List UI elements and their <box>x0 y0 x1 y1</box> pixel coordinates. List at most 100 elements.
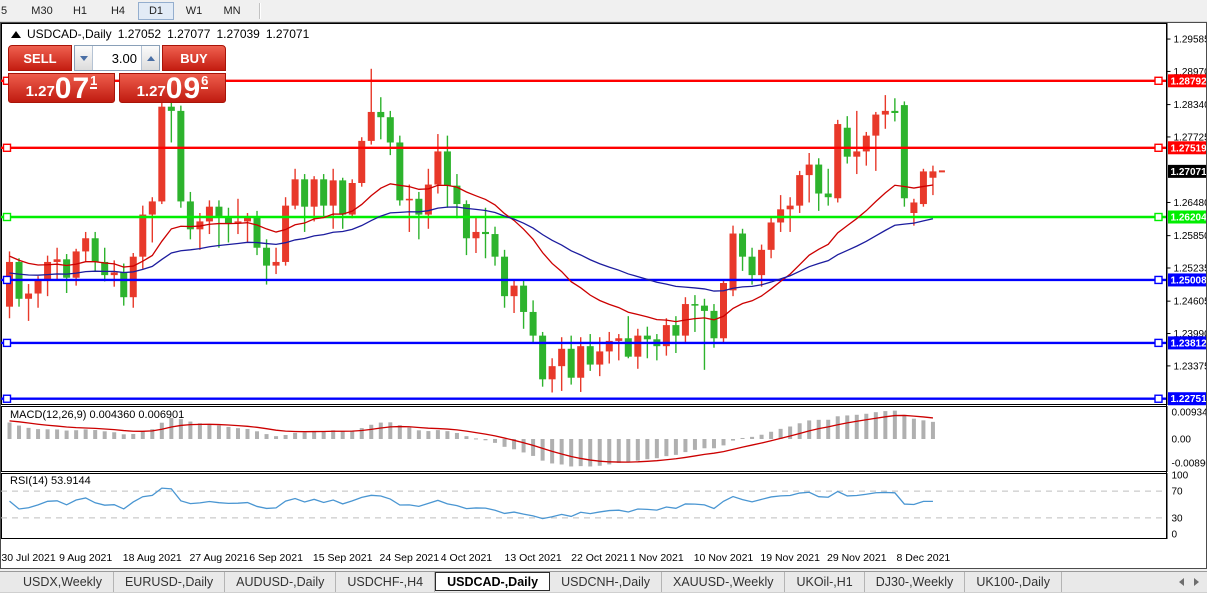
tab-uk100-daily[interactable]: UK100-,Daily <box>965 572 1062 592</box>
rsi-axis-label: 100 <box>1172 471 1189 482</box>
candle-body <box>367 111 375 141</box>
macd-histogram-bar <box>645 439 650 460</box>
timeframe-button-H4[interactable]: H4 <box>110 4 126 17</box>
sell-button[interactable]: SELL <box>8 45 72 71</box>
tab-audusd-daily[interactable]: AUDUSD-,Daily <box>225 572 337 592</box>
date-label: 15 Sep 2021 <box>313 552 373 564</box>
rsi-indicator-label: RSI(14) 53.9144 <box>10 475 91 487</box>
candle-body <box>386 117 394 143</box>
volume-decrease-button[interactable] <box>75 46 93 70</box>
timeframe-button-MN[interactable]: MN <box>223 4 241 17</box>
candle-body <box>453 185 461 205</box>
tab-scroll-left-icon[interactable] <box>1179 578 1184 586</box>
macd-histogram-bar <box>854 414 859 439</box>
price-tick-label: 1.28970 <box>1174 67 1207 78</box>
timeframe-button-M30[interactable]: M30 <box>31 4 53 17</box>
candle-body <box>605 340 613 352</box>
price-badge <box>1168 210 1206 224</box>
macd-histogram-bar <box>635 439 640 461</box>
candle-body <box>234 221 242 224</box>
macd-histogram-bar <box>654 439 659 459</box>
macd-histogram-bar <box>159 422 164 439</box>
timeframe-button-H1[interactable]: H1 <box>72 4 88 17</box>
ohlc-low: 1.27039 <box>216 27 260 41</box>
rsi-axis-label: 0 <box>1172 530 1178 541</box>
date-label: 27 Aug 2021 <box>189 552 248 564</box>
candle-body <box>624 338 632 357</box>
macd-histogram-bar <box>312 431 317 439</box>
macd-histogram-bar <box>178 419 183 439</box>
price-tick-label: 1.25235 <box>1174 264 1207 275</box>
tab-eurusd-daily[interactable]: EURUSD-,Daily <box>114 572 226 592</box>
tab-dj30-weekly[interactable]: DJ30-,Weekly <box>865 572 966 592</box>
candle-body <box>577 346 585 378</box>
tab-usdx-weekly[interactable]: USDX,Weekly <box>12 572 114 592</box>
timeframe-button-W1[interactable]: W1 <box>185 4 203 17</box>
symbol-tab-bar: USDX,Weekly EURUSD-,Daily AUDUSD-,Daily USD… <box>0 571 1207 592</box>
candle-body <box>224 217 232 224</box>
tab-usdcad-daily[interactable]: USDCAD-,Daily <box>435 572 551 591</box>
level-line-handle[interactable] <box>2 394 12 403</box>
macd-histogram-bar <box>911 418 916 439</box>
price-tick-label: 1.27725 <box>1174 132 1207 143</box>
macd-histogram-bar <box>283 435 288 439</box>
tab-usdchf-h4[interactable]: USDCHF-,H4 <box>336 572 436 592</box>
moving-averages-layer <box>9 183 934 323</box>
chart-canvas[interactable]: 1.29585 1.28970 1.28340 1.27725 1.26480 1.258… <box>1 23 1206 568</box>
level-line-handle[interactable] <box>2 212 12 222</box>
level-line-handle[interactable] <box>1154 275 1163 285</box>
candle-body <box>25 293 33 299</box>
candle-body <box>310 179 318 207</box>
level-line-handle[interactable] <box>1154 394 1163 403</box>
level-line-handle[interactable] <box>2 338 12 348</box>
macd-axis-label: -0.008902 <box>1172 459 1207 470</box>
candle-body <box>548 366 556 380</box>
macd-histogram-bar <box>702 439 707 449</box>
collapse-panel-icon[interactable] <box>11 30 21 38</box>
date-label: 4 Oct 2021 <box>441 552 493 564</box>
candle-body <box>320 179 328 206</box>
macd-histogram-bar <box>359 428 364 439</box>
level-line-handle[interactable] <box>1154 76 1163 85</box>
candle-body <box>567 348 575 378</box>
level-line-handle[interactable] <box>1154 212 1163 222</box>
level-line-handle[interactable] <box>1154 143 1163 152</box>
level-line-handle[interactable] <box>1154 338 1163 348</box>
tab-ukoil-h1[interactable]: UKOil-,H1 <box>785 572 865 592</box>
date-label: 6 Sep 2021 <box>249 552 303 564</box>
timeframe-button-5[interactable]: 5 <box>0 4 8 17</box>
ma-fast-line <box>9 183 934 323</box>
tab-scroll-right-icon[interactable] <box>1194 578 1199 586</box>
sell-price-pips: 07 <box>54 71 91 105</box>
tab-xauusd-weekly[interactable]: XAUUSD-,Weekly <box>662 572 786 592</box>
macd-histogram-bar <box>721 439 726 446</box>
macd-histogram-bar <box>378 422 383 439</box>
timeframe-button-D1[interactable]: D1 <box>138 1 174 20</box>
candle-body <box>53 259 61 262</box>
buy-price-tile[interactable]: 1.27 09 6 <box>119 73 226 103</box>
volume-input[interactable]: 3.00 <box>111 50 137 66</box>
candle-body <box>634 335 642 357</box>
candle-body <box>291 179 299 206</box>
level-line-handle[interactable] <box>2 143 12 152</box>
macd-histogram-bar <box>902 414 907 439</box>
sell-price-tile[interactable]: 1.27 07 1 <box>8 73 115 103</box>
candle-body <box>910 202 918 213</box>
level-line-handle[interactable] <box>2 275 12 285</box>
price-badge <box>1168 392 1206 406</box>
volume-increase-button[interactable] <box>141 46 159 70</box>
candle-body <box>767 222 775 250</box>
macd-histogram-bar <box>445 431 450 439</box>
macd-histogram-bar <box>711 439 716 449</box>
candle-body <box>853 151 861 157</box>
macd-histogram-bar <box>816 419 821 439</box>
macd-histogram-bar <box>7 422 12 439</box>
buy-button[interactable]: BUY <box>162 45 226 71</box>
macd-indicator-label: MACD(12,26,9) 0.004360 0.006901 <box>10 409 185 421</box>
tab-usdcnh-daily[interactable]: USDCNH-,Daily <box>550 572 662 592</box>
candle-body <box>196 221 204 230</box>
volume-stepper: 3.00 <box>74 45 160 71</box>
macd-histogram-bar <box>293 432 298 439</box>
macd-histogram-bar <box>216 425 221 439</box>
candle-body <box>510 285 518 297</box>
